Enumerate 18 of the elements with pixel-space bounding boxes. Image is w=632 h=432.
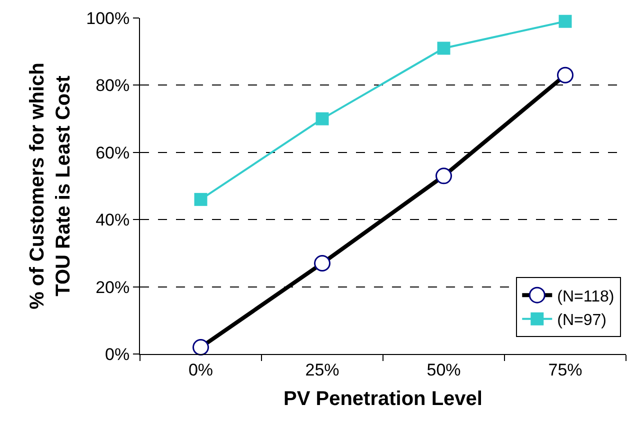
legend-label: (N=118) (557, 288, 614, 306)
y-tick-label: 0% (105, 344, 130, 364)
x-tick-label: 75% (548, 360, 582, 380)
x-tick-label: 25% (305, 360, 340, 380)
x-tick-label: 0% (188, 360, 214, 380)
point (437, 42, 450, 55)
y-tick-label: 80% (96, 76, 130, 96)
y-tick-label: 100% (86, 8, 130, 28)
x-axis-title: PV Penetration Level (284, 388, 482, 410)
point (316, 112, 329, 126)
y-tick-label: 60% (96, 143, 130, 162)
y-tick-label: 20% (96, 278, 130, 297)
y-axis-title: % of Customers for which TOU Rate is Least Cost (26, 62, 75, 310)
point (558, 14, 572, 28)
legend-label: (N=97) (557, 312, 606, 330)
x-tick-label: 50% (426, 360, 461, 380)
point (194, 192, 208, 206)
y-tick-label: 40% (96, 210, 130, 230)
